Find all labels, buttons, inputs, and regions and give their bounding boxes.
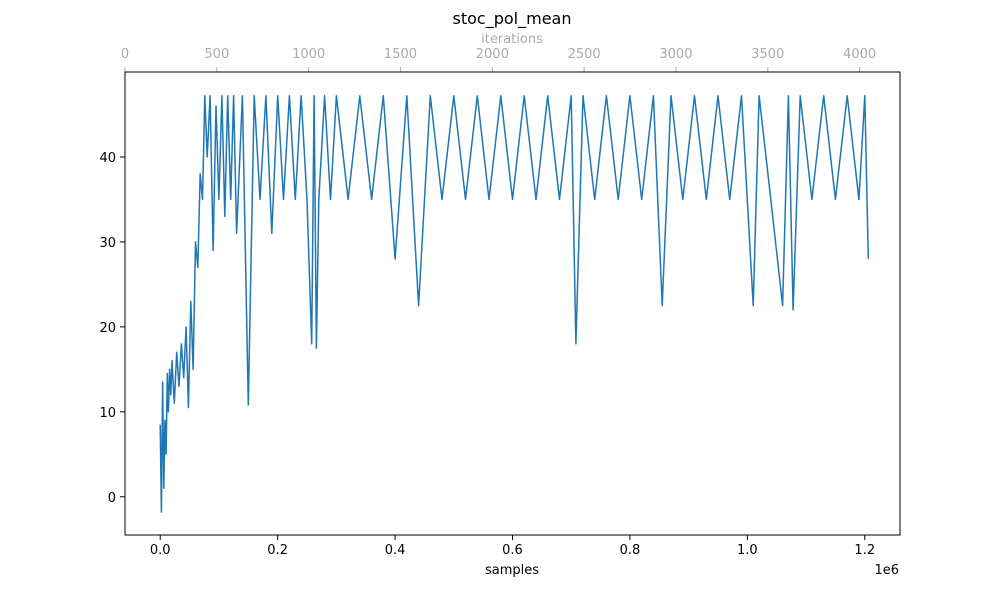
plot-frame	[124, 71, 901, 536]
y-tick-label: 40	[99, 151, 116, 166]
x-tick-label: 0.2	[267, 543, 288, 558]
chart-title: stoc_pol_mean	[453, 9, 572, 29]
x-axis-label: samples	[485, 563, 539, 578]
y-tick-label: 30	[99, 236, 116, 251]
y-tick-label: 0	[108, 491, 116, 506]
series-layer	[159, 95, 870, 513]
x2-tick-label: 0	[121, 47, 129, 62]
x-tick-label: 0.4	[385, 543, 406, 558]
x-tick-label: 0.0	[150, 543, 171, 558]
series-line-0	[159, 95, 870, 513]
x2-axis-ticks: 0 500 1000 1500 2000 2500 3000 3500 4000	[121, 47, 876, 72]
x-tick-label: 0.6	[502, 543, 523, 558]
y-axis-ticks: 0 10 20 30 40	[99, 151, 125, 506]
x2-tick-label: 500	[204, 47, 229, 62]
x2-tick-label: 1500	[384, 47, 417, 62]
x2-tick-label: 1000	[292, 47, 325, 62]
x-tick-label: 1.0	[737, 543, 758, 558]
x-axis-ticks: 0.0 0.2 0.4 0.6 0.8 1.0 1.2	[150, 535, 875, 558]
x2-tick-label: 3000	[659, 47, 692, 62]
x-axis-offset-label: 1e6	[874, 563, 899, 578]
y-tick-label: 20	[99, 321, 116, 336]
x2-tick-label: 2000	[476, 47, 509, 62]
x-tick-label: 0.8	[620, 543, 641, 558]
x2-tick-label: 3500	[751, 47, 784, 62]
x2-tick-label: 2500	[568, 47, 601, 62]
x-tick-label: 1.2	[854, 543, 875, 558]
y-tick-label: 10	[99, 406, 116, 421]
x2-axis-label: iterations	[481, 32, 543, 47]
x2-tick-label: 4000	[843, 47, 876, 62]
